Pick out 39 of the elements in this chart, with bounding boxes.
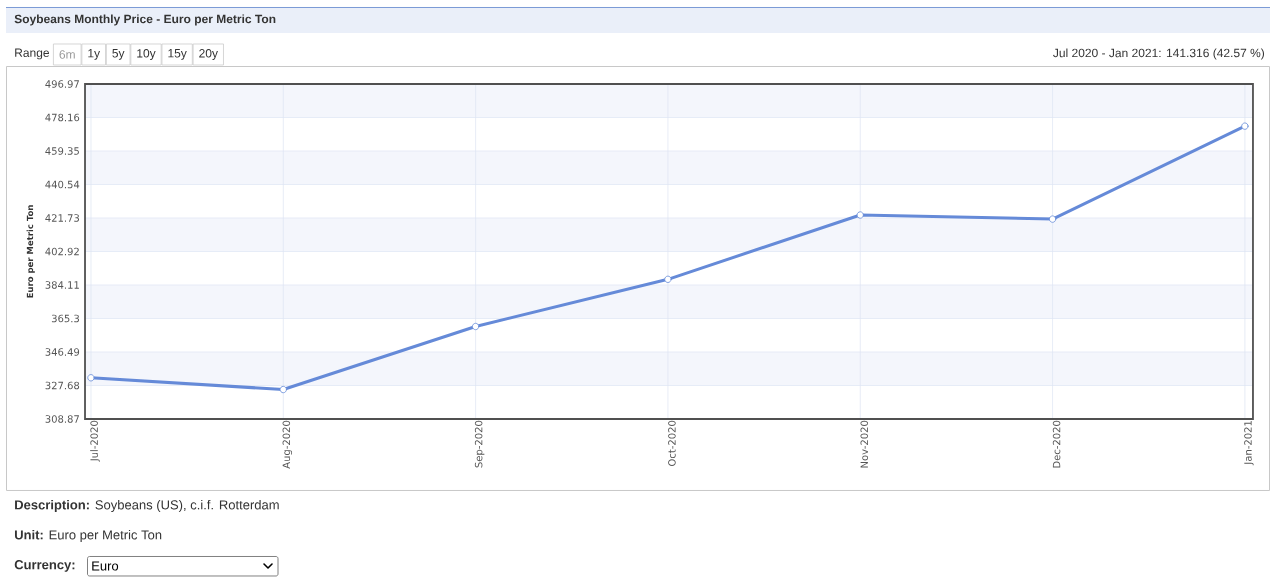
text: 15y [168, 49, 187, 60]
point [87, 374, 95, 382]
x-tick-label: Jul-2020 [90, 420, 100, 462]
text: Currency: [14, 560, 75, 572]
text: Range [15, 48, 50, 60]
text: Unit: Euro per Metric Ton [14, 529, 162, 543]
point [279, 385, 287, 394]
y-tick-label: 440.54 [45, 180, 80, 189]
y-tick-label: 459.35 [45, 147, 79, 155]
x-tick-label: Jan-2021 [1244, 421, 1254, 466]
text: Euro [92, 561, 119, 571]
x-tick-label: Aug-2020 [282, 420, 293, 469]
text: 6m [59, 50, 75, 59]
x-tick-label: Dec-2020 [1052, 420, 1061, 468]
x-tick-label: Sep-2020 [474, 420, 485, 468]
y-tick-label: 327.68 [45, 381, 80, 390]
text: Description: Soybeans (US), c.i.f. Rotterdam [15, 499, 279, 513]
text: 5y [112, 49, 125, 60]
y-tick-label: 402.92 [45, 247, 79, 256]
x-tick-label: Oct-2020 [668, 420, 676, 466]
point [664, 275, 672, 283]
text: 1y [88, 49, 101, 60]
point [472, 322, 480, 331]
y-tick-label: 496.97 [45, 80, 79, 88]
y-tick-label: 421.73 [45, 214, 80, 222]
point [856, 211, 864, 219]
text: Jul 2020 - Jan 2021: 141.316 (42.57 %) [1053, 48, 1265, 60]
text: 10y [137, 49, 156, 60]
y-tick-label: 308.87 [45, 415, 79, 423]
point [1241, 122, 1249, 130]
y-tick-label: 384.11 [45, 281, 79, 289]
y-tick-label: 478.16 [45, 113, 80, 122]
point [1048, 215, 1057, 223]
chart-title: Soybeans Monthly Price - Euro per Metric Ton [14, 14, 276, 26]
y-tick-label: 346.49 [45, 348, 80, 356]
y-axis-title: Euro per Metric Ton [26, 205, 35, 298]
text: 20y [199, 49, 218, 60]
x-tick-label: Nov-2020 [860, 420, 869, 468]
y-tick-label: 365.3 [51, 314, 80, 323]
